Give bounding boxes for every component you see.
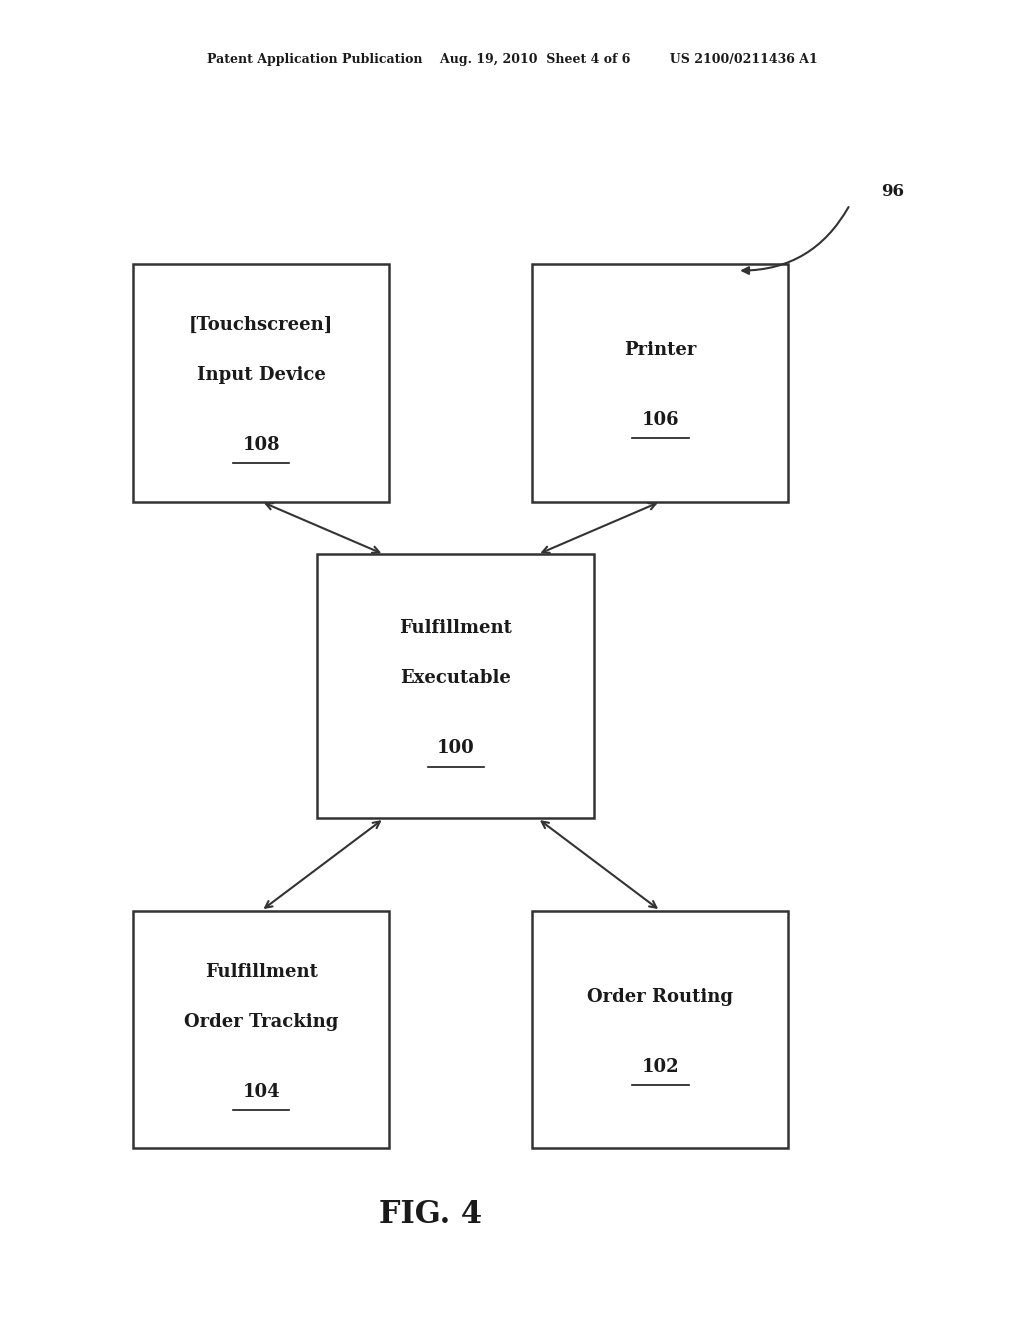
Text: Executable: Executable — [400, 669, 511, 688]
FancyBboxPatch shape — [532, 911, 788, 1148]
Text: Input Device: Input Device — [197, 366, 326, 384]
Text: 104: 104 — [243, 1082, 280, 1101]
Text: Fulfillment: Fulfillment — [205, 962, 317, 981]
Text: 100: 100 — [437, 739, 474, 758]
Text: 96: 96 — [881, 183, 903, 199]
Text: Printer: Printer — [625, 341, 696, 359]
Text: 106: 106 — [642, 411, 679, 429]
Text: 102: 102 — [642, 1057, 679, 1076]
Text: FIG. 4: FIG. 4 — [379, 1199, 481, 1230]
Text: [Touchscreen]: [Touchscreen] — [189, 315, 333, 334]
Text: 108: 108 — [243, 436, 280, 454]
Text: Patent Application Publication    Aug. 19, 2010  Sheet 4 of 6         US 2100/02: Patent Application Publication Aug. 19, … — [207, 53, 817, 66]
FancyBboxPatch shape — [532, 264, 788, 502]
Text: Order Tracking: Order Tracking — [184, 1012, 338, 1031]
FancyBboxPatch shape — [317, 554, 594, 818]
Text: Order Routing: Order Routing — [588, 987, 733, 1006]
Text: Fulfillment: Fulfillment — [399, 619, 512, 638]
FancyBboxPatch shape — [133, 264, 389, 502]
FancyBboxPatch shape — [133, 911, 389, 1148]
